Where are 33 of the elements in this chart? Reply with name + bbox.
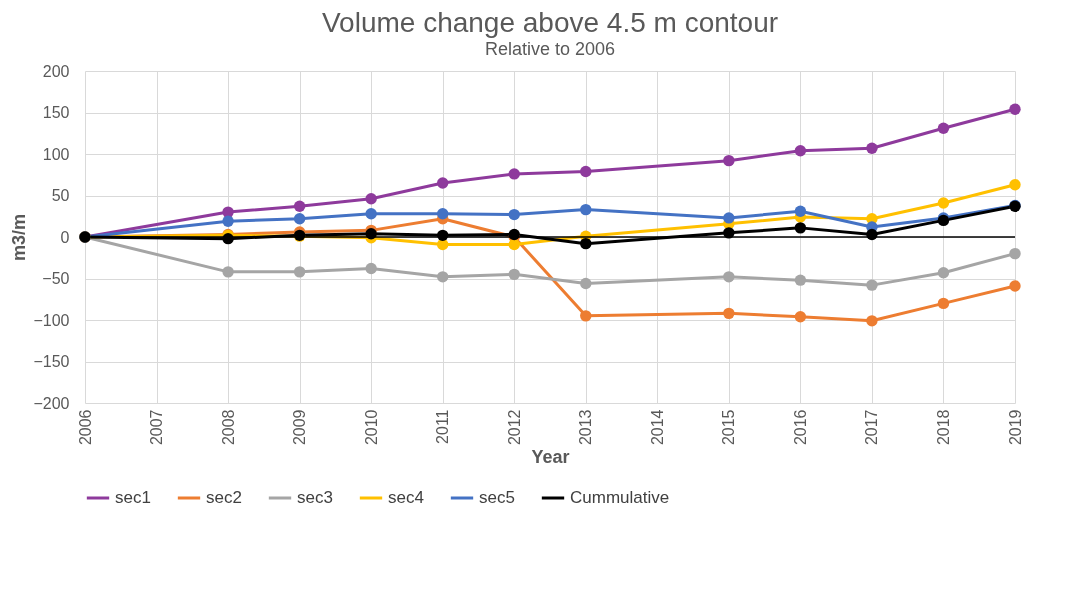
x-tick-label: 2013 — [577, 409, 595, 446]
x-tick-label: 2014 — [648, 409, 666, 446]
x-axis-title: Year — [531, 447, 570, 468]
y-tick-label: −150 — [33, 353, 70, 370]
x-tick-label: 2010 — [362, 409, 380, 446]
legend-label: sec1 — [115, 488, 151, 507]
x-tick-label: 2006 — [76, 409, 94, 446]
y-axis-title: m3/m — [9, 213, 30, 262]
y-tick-label: 200 — [42, 62, 70, 80]
y-tick-label: 150 — [42, 104, 70, 121]
x-tick-label: 2018 — [934, 409, 952, 446]
chart-title: Volume change above 4.5 m contour — [321, 7, 779, 38]
x-tick-label: 2012 — [505, 409, 523, 446]
legend-label: sec4 — [388, 488, 424, 507]
legend-label: sec2 — [206, 488, 242, 507]
y-tick-label: −100 — [33, 311, 70, 329]
legend-label: sec3 — [297, 488, 333, 507]
x-tick-label: 2008 — [219, 409, 237, 446]
x-tick-label: 2007 — [148, 409, 166, 446]
x-tick-label: 2015 — [720, 409, 738, 446]
x-tick-label: 2009 — [291, 409, 309, 446]
x-tick-label: 2017 — [863, 409, 881, 446]
legend-label: Cummulative — [570, 488, 670, 507]
y-tick-label: 100 — [42, 145, 70, 163]
legend-label: sec5 — [479, 488, 515, 507]
x-tick-label: 2016 — [791, 409, 809, 446]
y-tick-label: 50 — [51, 187, 70, 204]
y-tick-label: 0 — [60, 228, 70, 246]
y-tick-label: −50 — [42, 270, 70, 287]
chart-subtitle: Relative to 2006 — [484, 39, 616, 59]
y-tick-label: −200 — [33, 394, 70, 412]
x-tick-label: 2019 — [1006, 409, 1024, 446]
x-tick-label: 2011 — [434, 409, 452, 444]
